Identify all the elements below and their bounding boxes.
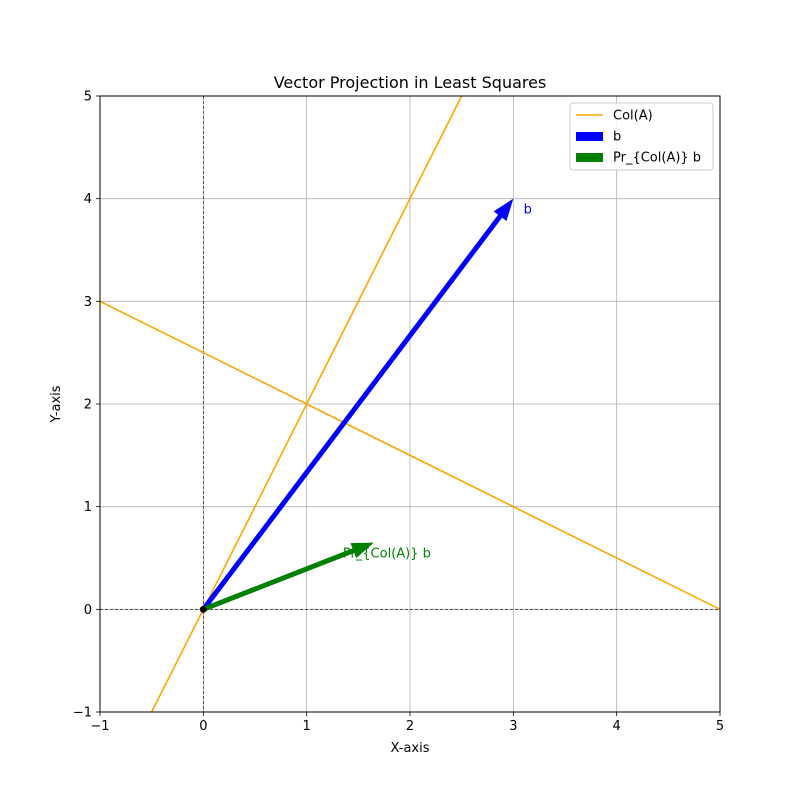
legend-box bbox=[569, 102, 714, 171]
legend-label: b bbox=[613, 130, 621, 145]
x-tick-label: 1 bbox=[303, 719, 311, 734]
x-axis-label: X-axis bbox=[391, 741, 430, 756]
vector-b bbox=[201, 198, 514, 611]
x-tick-label: 0 bbox=[199, 719, 207, 734]
x-tick-label: −1 bbox=[90, 719, 109, 734]
vector-label-b: b bbox=[524, 202, 532, 217]
legend: Col(A) b Pr_{Col(A)} b bbox=[569, 102, 714, 171]
origin-point bbox=[199, 605, 207, 613]
y-tick-label: 3 bbox=[84, 295, 92, 310]
vector-label-projection: Pr_{Col(A)} b bbox=[343, 546, 431, 561]
legend-label: Pr_{Col(A)} b bbox=[613, 151, 701, 166]
grid bbox=[99, 95, 721, 713]
zero-axes bbox=[100, 96, 720, 712]
y-tick-label: 5 bbox=[84, 90, 92, 105]
x-tick-label: 4 bbox=[613, 719, 621, 734]
chart-title: Vector Projection in Least Squares bbox=[274, 73, 547, 92]
vector-projection bbox=[202, 542, 374, 612]
legend-swatch-patch bbox=[576, 153, 603, 162]
y-tick-label: 4 bbox=[84, 192, 92, 207]
ticks: −1 0 1 2 3 4 5 −1 0 1 2 3 4 5 bbox=[73, 90, 724, 735]
legend-label: Col(A) bbox=[613, 109, 653, 124]
x-tick-label: 2 bbox=[406, 719, 414, 734]
vectors: b Pr_{Col(A)} b bbox=[199, 198, 532, 613]
x-tick-label: 5 bbox=[716, 719, 724, 734]
y-tick-label: 0 bbox=[84, 603, 92, 618]
y-tick-label: 1 bbox=[84, 500, 92, 515]
y-tick-label: 2 bbox=[84, 398, 92, 413]
x-tick-label: 3 bbox=[509, 719, 517, 734]
y-axis-label: Y-axis bbox=[49, 385, 64, 423]
legend-swatch-patch bbox=[576, 132, 603, 141]
y-tick-label: −1 bbox=[73, 706, 92, 721]
col-a-line-2 bbox=[100, 300, 720, 611]
